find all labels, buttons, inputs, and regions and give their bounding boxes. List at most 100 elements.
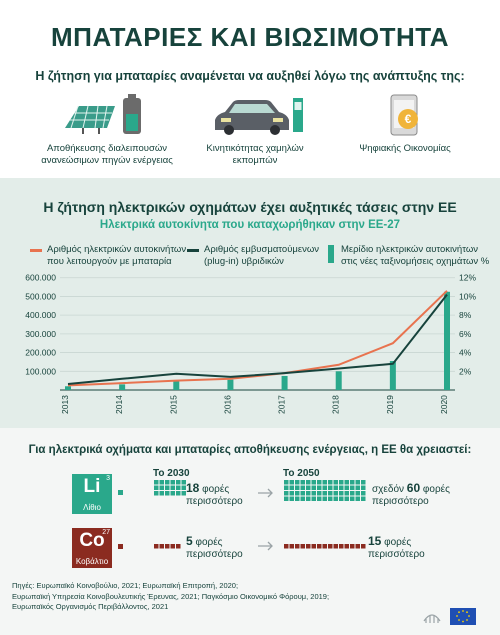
material-unit-square xyxy=(317,491,322,496)
ev-section xyxy=(0,178,500,428)
material-unit-square xyxy=(170,480,175,485)
material-unit-square xyxy=(361,480,366,485)
material-unit-square xyxy=(306,491,311,496)
material-unit-square xyxy=(181,485,186,490)
lithium-2030-multiplier: 18 φορές περισσότερο xyxy=(186,481,243,507)
driver-digital: € Ψηφιακής Οικονομίας xyxy=(320,92,490,155)
material-unit-square xyxy=(289,496,294,501)
x-tick-label: 2020 xyxy=(439,395,449,414)
material-unit-square xyxy=(317,480,322,485)
share-bar xyxy=(173,380,180,390)
share-bar xyxy=(119,384,126,390)
material-unit-square xyxy=(317,496,322,501)
material-unit-square xyxy=(328,480,333,485)
material-unit-square xyxy=(344,480,349,485)
share-bar xyxy=(335,371,342,390)
material-unit-square xyxy=(176,544,181,549)
material-unit-square xyxy=(355,544,360,549)
x-tick-label: 2014 xyxy=(114,395,124,414)
ev-section-title: Η ζήτηση ηλεκτρικών οχημάτων έχει αυξητι… xyxy=(43,199,457,215)
material-unit-square xyxy=(333,485,338,490)
cobalt-element-tile: Co 27 Κοβάλτιο xyxy=(72,528,112,568)
material-unit-square xyxy=(154,491,159,496)
svg-text:€: € xyxy=(405,112,412,126)
material-unit-square xyxy=(322,480,327,485)
material-unit-square xyxy=(350,544,355,549)
year-2030-label: Το 2030 xyxy=(153,468,190,479)
solar-panel-battery-icon xyxy=(65,94,141,134)
material-unit-square xyxy=(355,491,360,496)
driver-renewables: Αποθήκευσης διαλειπουσών ανανεώσιμων πηγ… xyxy=(22,92,192,167)
material-unit-square xyxy=(170,491,175,496)
material-unit-square xyxy=(333,544,338,549)
y-right-tick-label: 2% xyxy=(459,366,472,376)
legend-swatch-dark xyxy=(187,249,199,252)
y-right-tick-label: 10% xyxy=(459,291,476,301)
page-title: ΜΠΑΤΑΡΙΕΣ ΚΑΙ ΒΙΩΣΙΜΟΤΗΤΑ xyxy=(51,22,449,52)
material-unit-square xyxy=(159,480,164,485)
material-unit-square xyxy=(165,485,170,490)
material-unit-square xyxy=(165,491,170,496)
material-unit-square xyxy=(176,491,181,496)
share-bar xyxy=(444,291,450,390)
material-unit-square xyxy=(176,480,181,485)
material-unit-square xyxy=(361,496,366,501)
material-unit-square xyxy=(295,544,300,549)
materials-intro: Για ηλεκτρικά οχήματα και μπαταρίες αποθ… xyxy=(28,444,472,456)
y-left-tick-label: 600.000 xyxy=(25,273,56,283)
material-unit-square xyxy=(159,485,164,490)
material-unit-square xyxy=(355,485,360,490)
material-unit-square xyxy=(300,544,305,549)
legend-bev: Αριθμός ηλεκτρικών αυτοκινήτων που λειτο… xyxy=(30,244,186,268)
material-unit-square xyxy=(289,485,294,490)
material-unit-square xyxy=(306,496,311,501)
material-unit-square xyxy=(295,496,300,501)
material-unit-square xyxy=(284,544,289,549)
x-tick-label: 2017 xyxy=(277,395,287,414)
material-unit-square xyxy=(165,480,170,485)
lithium-2050-multiplier: σχεδόν 60 φορές περισσότερο xyxy=(372,481,450,507)
material-unit-square xyxy=(344,496,349,501)
material-unit-square xyxy=(344,491,349,496)
material-unit-square xyxy=(350,496,355,501)
phev-series-line xyxy=(67,293,448,386)
material-unit-square xyxy=(300,491,305,496)
material-unit-square xyxy=(176,485,181,490)
y-left-tick-label: 100.000 xyxy=(25,366,56,376)
material-unit-square xyxy=(339,544,344,549)
material-unit-square xyxy=(289,491,294,496)
material-unit-square xyxy=(322,485,327,490)
material-unit-square xyxy=(159,544,164,549)
material-unit-square xyxy=(311,485,316,490)
share-bar xyxy=(65,386,71,390)
driver-caption: Κινητικότητας χαμηλών εκπομπών xyxy=(206,143,304,166)
material-unit-square xyxy=(289,544,294,549)
material-unit-square xyxy=(306,480,311,485)
driver-caption: Ψηφιακής Οικονομίας xyxy=(359,143,451,154)
y-right-tick-label: 4% xyxy=(459,348,472,358)
material-unit-square xyxy=(328,491,333,496)
material-unit-square xyxy=(300,480,305,485)
material-unit-square xyxy=(350,491,355,496)
smartphone-euro-icon: € xyxy=(390,94,418,136)
legend-swatch-orange xyxy=(30,249,42,252)
y-left-tick-label: 200.000 xyxy=(25,348,56,358)
legend-phev: Αριθμός εμβυσματούμενων (plug-in) υβριδι… xyxy=(187,244,319,268)
year-2050-label: Το 2050 xyxy=(283,468,320,479)
material-unit-square xyxy=(333,496,338,501)
material-unit-square xyxy=(311,491,316,496)
material-unit-square xyxy=(181,491,186,496)
chart-title: Ηλεκτρικά αυτοκίνητα που καταχωρήθηκαν σ… xyxy=(99,219,401,231)
material-unit-square xyxy=(154,480,159,485)
material-unit-square xyxy=(311,496,316,501)
material-unit-square xyxy=(339,496,344,501)
driver-caption: Αποθήκευσης διαλειπουσών ανανεώσιμων πηγ… xyxy=(41,143,173,166)
material-unit-square xyxy=(306,544,311,549)
material-unit-square xyxy=(284,480,289,485)
header-section xyxy=(0,0,500,178)
material-unit-square xyxy=(317,544,322,549)
material-unit-square xyxy=(344,544,349,549)
sources: Πηγές: Ευρωπαϊκό Κοινοβούλιο, 2021; Ευρω… xyxy=(12,581,330,611)
material-unit-square xyxy=(295,485,300,490)
material-unit-square xyxy=(300,485,305,490)
